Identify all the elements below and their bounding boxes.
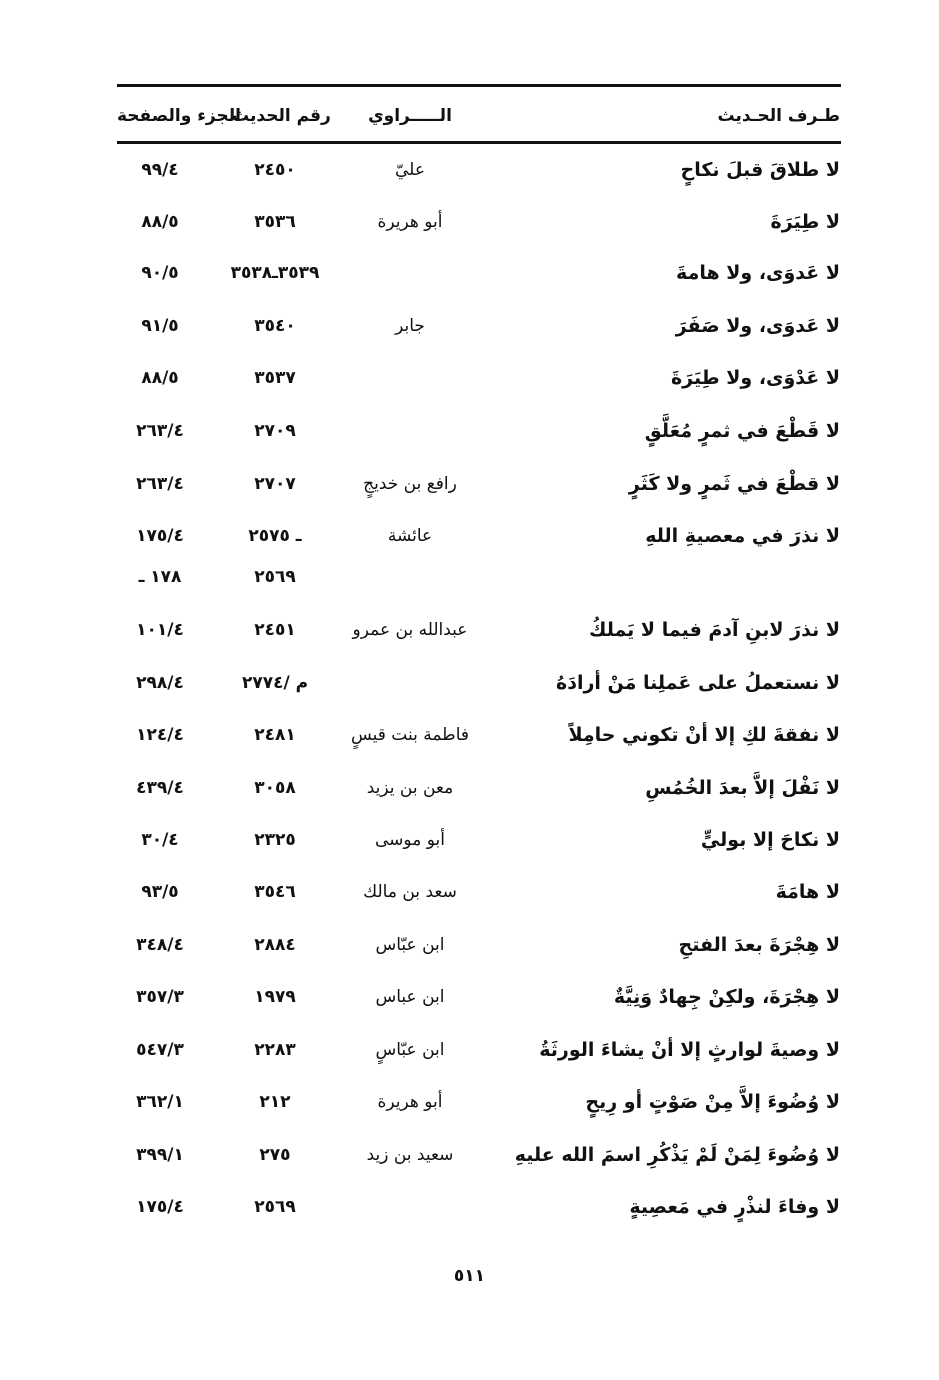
volume-page: ٩١/٥ bbox=[141, 316, 179, 336]
hadith-text: لا عَدوَى، ولا هامةَ bbox=[676, 262, 840, 284]
page-number: ٥١١ bbox=[453, 1266, 486, 1286]
hadith-number: ٢١٢ bbox=[259, 1092, 291, 1112]
hadith-text: لا قطْعَ في ثَمرٍ ولا كَثَرٍ bbox=[628, 473, 840, 495]
narrator: ابن عبّاسٍ bbox=[375, 1040, 445, 1060]
hadith-number: ٢٤٥١ bbox=[254, 620, 296, 640]
top-rule bbox=[117, 84, 841, 87]
narrator: فاطمة بنت قيسٍ bbox=[350, 725, 470, 745]
narrator bbox=[330, 258, 490, 288]
hadith-number: ٣٠٥٨ bbox=[254, 778, 296, 798]
volume-page: ٣٥٧/٣ bbox=[136, 987, 184, 1007]
volume-page: ٣٦٢/١ bbox=[136, 1092, 184, 1112]
volume-page: ٩٩/٤ bbox=[141, 160, 179, 180]
narrator: ابن عبّاس bbox=[375, 935, 445, 955]
hadith-number: ٢٣٢٥ bbox=[254, 830, 296, 850]
hadith-number: ٣٥٤٦ bbox=[254, 882, 296, 902]
narrator: عبدالله بن عمرو bbox=[352, 620, 468, 640]
narrator bbox=[330, 562, 490, 592]
hadith-number: ٣٥٤٠ bbox=[254, 316, 296, 336]
header-hadith-number: رقم الحديث bbox=[232, 106, 331, 126]
volume-page: ٣٠/٤ bbox=[141, 830, 179, 850]
narrator: معن بن يزيد bbox=[366, 778, 454, 798]
hadith-number: ٢٤٥٠ bbox=[254, 160, 296, 180]
narrator bbox=[330, 668, 490, 698]
hadith-number: ٣٥٣٩ـ٣٥٣٨ bbox=[230, 263, 320, 283]
hadith-text: لا نذرَ لابنِ آدمَ فيما لا يَملكُ bbox=[589, 619, 840, 641]
hadith-text: لا هامَةَ bbox=[775, 881, 840, 903]
hadith-text: لا نَفْلَ إلاَّ بعدَ الخُمُسِ bbox=[645, 777, 840, 799]
hadith-number: ٣٥٣٧ bbox=[254, 368, 296, 388]
narrator bbox=[330, 416, 490, 446]
hadith-text: لا هِجْرَةَ، ولكِنْ جِهادٌ وَنِيَّةٌ bbox=[613, 986, 840, 1008]
volume-page: ٢٩٨/٤ bbox=[136, 673, 184, 693]
hadith-text: لا وفاءَ لنذْرٍ في مَعصِيةٍ bbox=[629, 1196, 840, 1218]
hadith-number: ٣٥٣٦ bbox=[254, 212, 296, 232]
volume-page: ١٠١/٤ bbox=[136, 620, 184, 640]
volume-page: ٢٦٣/٤ bbox=[136, 421, 184, 441]
hadith-text: لا نذرَ في معصيةِ اللهِ bbox=[645, 525, 840, 547]
hadith-number: ٢٤٨١ bbox=[254, 725, 296, 745]
narrator: عليّ bbox=[395, 160, 425, 180]
volume-page: ٣٤٨/٤ bbox=[136, 935, 184, 955]
hadith-text: لا قَطْعَ في ثمرٍ مُعَلَّقٍ bbox=[644, 420, 840, 442]
narrator: سعد بن مالك bbox=[363, 882, 457, 902]
volume-page: ٩٣/٥ bbox=[141, 882, 179, 902]
hadith-number: ٢٧٠٧ bbox=[254, 474, 296, 494]
hadith-text: لا عَدوَى، ولا صَفَرَ bbox=[675, 315, 840, 337]
hadith-text: لا وُضُوءَ لِمَنْ لَمْ يَذْكُرِ اسمَ الل… bbox=[514, 1144, 840, 1166]
volume-page: ٥٤٧/٣ bbox=[136, 1040, 184, 1060]
volume-page: ٨٨/٥ bbox=[141, 368, 179, 388]
narrator: جابر bbox=[395, 316, 425, 336]
header-narrator: الـــــراوي bbox=[368, 106, 452, 126]
narrator: سعيد بن زيد bbox=[366, 1145, 454, 1165]
header-hadith-text: طـرف الحـديث bbox=[717, 106, 840, 126]
hadith-number: ٢٨٨٤ bbox=[254, 935, 296, 955]
narrator: عائشة bbox=[387, 526, 433, 546]
hadith-text: لا طلاقَ قبلَ نكاحٍ bbox=[680, 159, 840, 181]
hadith-number: ٢٧٠٩ bbox=[254, 421, 296, 441]
hadith-text: لا نفقةَ لكِ إلا أنْ تكوني حامِلاً bbox=[568, 724, 840, 746]
hadith-text: لا هِجْرَةَ بعدَ الفتحِ bbox=[678, 934, 841, 956]
hadith-text: لا عَدْوَى، ولا طِيَرَةَ bbox=[670, 367, 840, 389]
hadith-number: ٢٥٦٩ bbox=[254, 1197, 296, 1217]
volume-page: ١٧٥/٤ bbox=[136, 526, 184, 546]
volume-page: ٨٨/٥ bbox=[141, 212, 179, 232]
hadith-text: لا طِيَرَةَ bbox=[770, 211, 840, 233]
hadith-number: ١٩٧٩ bbox=[254, 987, 296, 1007]
hadith-text: لا نكاحَ إلا بوليٍّ bbox=[700, 829, 840, 851]
hadith-text: لا وصيةَ لوارثٍ إلا أنْ يشاءَ الورثَةُ bbox=[539, 1039, 840, 1061]
hadith-number: م /٢٧٧٤ bbox=[241, 673, 309, 693]
hadith-text: لا وُضُوءَ إلاَّ مِنْ صَوْتٍ أو رِيحٍ bbox=[585, 1091, 840, 1113]
narrator: رافع بن خديجٍ bbox=[363, 474, 457, 494]
narrator bbox=[330, 1192, 490, 1222]
volume-page: ١٧٨ ـ bbox=[138, 567, 182, 587]
volume-page: ٣٩٩/١ bbox=[136, 1145, 184, 1165]
volume-page: ١٧٥/٤ bbox=[136, 1197, 184, 1217]
hadith-number: ٢٢٨٣ bbox=[254, 1040, 296, 1060]
volume-page: ٢٦٣/٤ bbox=[136, 474, 184, 494]
volume-page: ٩٠/٥ bbox=[141, 263, 179, 283]
narrator bbox=[330, 363, 490, 393]
header-rule bbox=[117, 141, 841, 144]
hadith-number: ٢٥٦٩ bbox=[254, 567, 296, 587]
hadith-text: لا نستعملُ على عَملِنا مَنْ أرادَهُ bbox=[556, 672, 840, 694]
hadith-number: ـ ٢٥٧٥ bbox=[248, 526, 302, 546]
hadith-number: ٢٧٥ bbox=[259, 1145, 291, 1165]
narrator: أبو هريرة bbox=[377, 212, 443, 232]
volume-page: ١٢٤/٤ bbox=[136, 725, 184, 745]
header-volume-page: الجزء والصفحة bbox=[117, 106, 241, 126]
volume-page: ٤٣٩/٤ bbox=[136, 778, 184, 798]
narrator: أبو هريرة bbox=[377, 1092, 443, 1112]
narrator: أبو موسى bbox=[375, 830, 445, 850]
narrator: ابن عباس bbox=[375, 987, 445, 1007]
